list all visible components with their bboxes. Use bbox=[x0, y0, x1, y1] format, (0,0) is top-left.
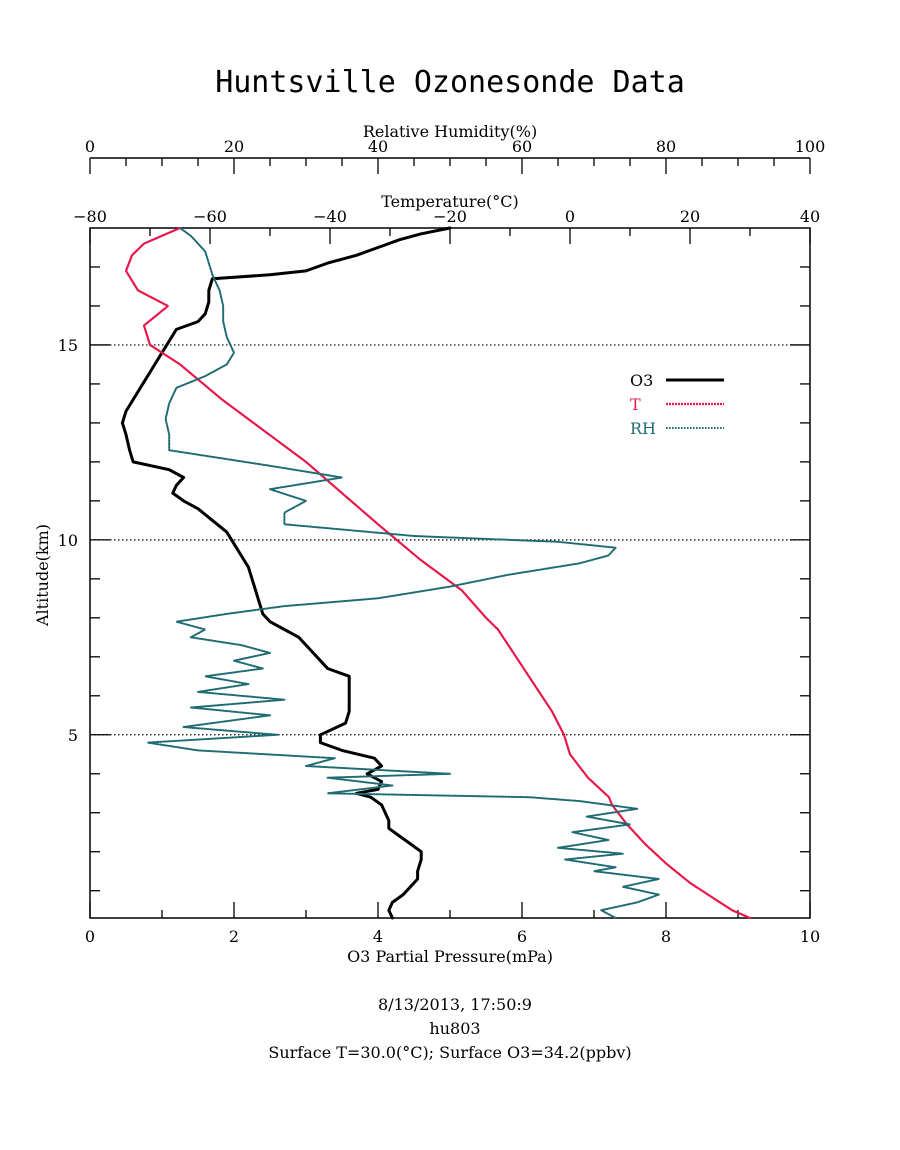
reference-lines bbox=[90, 344, 810, 736]
footer-flight-id: hu803 bbox=[429, 1019, 480, 1038]
o3-tick-label: 10 bbox=[800, 927, 820, 946]
o3-axis-ticks: 0 2 4 6 8 10 bbox=[85, 902, 820, 946]
y-tick-label: 5 bbox=[68, 726, 78, 745]
series-line-o3 bbox=[120, 226, 452, 920]
y-tick-label: 15 bbox=[58, 336, 78, 355]
altitude-axis-ticks: 5 10 15 bbox=[58, 266, 810, 892]
series-line-rh bbox=[146, 227, 660, 919]
footer-datetime: 8/13/2013, 17:50:9 bbox=[378, 995, 532, 1014]
rh-tick-label: 80 bbox=[656, 137, 676, 156]
rh-tick-label: 20 bbox=[224, 137, 244, 156]
temperature-axis-ticks: −80 −60 −40 −20 0 20 40 bbox=[73, 207, 820, 244]
temperature-tick-label: 40 bbox=[800, 207, 820, 226]
y-tick-label: 10 bbox=[58, 531, 78, 550]
rh-tick-label: 0 bbox=[85, 137, 95, 156]
temperature-tick-label: −60 bbox=[193, 207, 227, 226]
o3-tick-label: 2 bbox=[229, 927, 239, 946]
rh-tick-label: 60 bbox=[512, 137, 532, 156]
chart-title: Huntsville Ozonesonde Data bbox=[215, 65, 685, 100]
o3-tick-label: 0 bbox=[85, 927, 95, 946]
temperature-tick-label: −80 bbox=[73, 207, 107, 226]
legend-label-t: T bbox=[630, 395, 641, 414]
rh-axis-title: Relative Humidity(%) bbox=[363, 122, 537, 141]
o3-tick-label: 6 bbox=[517, 927, 527, 946]
legend-label-rh: RH bbox=[630, 419, 656, 438]
o3-axis-title: O3 Partial Pressure(mPa) bbox=[347, 947, 553, 966]
series-line-t bbox=[124, 226, 752, 920]
footer-surface-values: Surface T=30.0(°C); Surface O3=34.2(ppbv… bbox=[268, 1043, 631, 1062]
temperature-tick-label: −20 bbox=[433, 207, 467, 226]
plot-frame bbox=[89, 227, 811, 919]
rh-axis-ticks: 0 20 40 60 80 100 bbox=[85, 137, 825, 174]
rh-tick-label: 100 bbox=[795, 137, 826, 156]
legend-label-o3: O3 bbox=[630, 371, 653, 390]
o3-tick-label: 8 bbox=[661, 927, 671, 946]
altitude-axis-title: Altitude(km) bbox=[33, 524, 52, 627]
temperature-tick-label: −40 bbox=[313, 207, 347, 226]
o3-tick-label: 4 bbox=[373, 927, 383, 946]
temperature-tick-label: 20 bbox=[680, 207, 700, 226]
chart-title-text: Huntsville Ozonesonde Data bbox=[215, 65, 685, 100]
legend: O3 T RH bbox=[630, 371, 724, 438]
temperature-tick-label: 0 bbox=[565, 207, 575, 226]
temperature-axis-title: Temperature(°C) bbox=[381, 192, 519, 211]
rh-tick-label: 40 bbox=[368, 137, 388, 156]
footer: 8/13/2013, 17:50:9 hu803 Surface T=30.0(… bbox=[268, 995, 631, 1062]
series-layer bbox=[120, 226, 752, 920]
